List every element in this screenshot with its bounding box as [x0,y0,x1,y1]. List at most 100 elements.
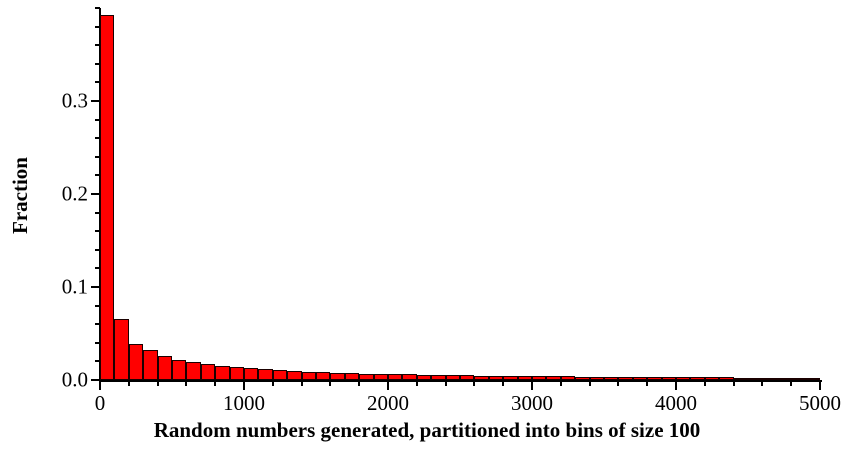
axis-tick [91,193,100,195]
axis-tick [95,62,100,65]
x-axis-line [100,380,822,382]
axis-tick [790,381,793,386]
histogram-bar [618,376,633,380]
axis-tick [473,381,476,386]
axis-tick [95,304,100,307]
axis-tick [588,381,591,386]
histogram-bar [719,377,734,380]
axis-tick [617,381,620,386]
axis-tick [502,381,505,386]
axis-tick [95,137,100,140]
axis-tick [95,7,100,9]
histogram-bar [445,375,460,380]
axis-tick [214,381,217,386]
histogram-bar [661,377,676,380]
axis-tick [95,230,100,233]
histogram-bar [215,366,230,380]
axis-tick [819,381,821,390]
histogram-bar [460,375,475,380]
histogram-bar [229,366,244,380]
axis-tick [761,381,764,386]
histogram-bar [128,343,144,380]
axis-tick [271,381,274,386]
axis-tick [95,174,100,177]
axis-tick [646,381,649,386]
histogram-bar [762,377,777,380]
histogram-bar [301,371,316,380]
histogram-bar [431,374,446,380]
axis-tick [95,118,100,121]
axis-tick [91,379,100,381]
axis-tick [95,155,100,158]
x-tick-label: 0 [94,391,106,415]
histogram-bar [776,377,792,380]
axis-tick [127,381,130,386]
histogram-bar [186,362,201,380]
axis-tick [95,248,100,251]
axis-tick [95,25,100,28]
axis-tick [415,381,418,386]
axis-tick [95,211,100,214]
axis-tick [95,44,100,47]
histogram-bar [632,376,648,380]
axis-tick [95,360,100,363]
histogram-bar [373,373,388,380]
axis-tick [329,381,332,386]
axis-tick [444,381,447,386]
axis-tick [300,381,303,386]
histogram-bar [604,376,619,380]
histogram-bar [546,376,561,380]
histogram-bar [676,377,691,380]
y-axis-tick-labels: 0.0 0.1 0.2 0.3 [0,0,88,462]
histogram-bar [172,359,187,380]
histogram-bar [791,377,806,380]
y-tick-label: 0.0 [61,367,88,392]
axis-tick [99,381,101,390]
histogram-bar [503,375,518,380]
axis-tick [95,323,100,326]
histogram-bar [560,376,576,380]
axis-tick [95,81,100,84]
histogram-bar [704,377,720,380]
axis-tick [243,381,245,390]
y-tick-label: 0.1 [61,274,88,299]
histogram-bar [244,368,259,380]
histogram-bar [402,374,417,380]
histogram-bar [575,376,590,380]
x-tick-label: 3000 [511,391,553,415]
histogram-bar [589,376,604,380]
axis-tick [732,381,735,386]
axis-tick [91,100,100,102]
y-tick-label: 0.2 [61,181,88,206]
histogram-bar [532,376,547,380]
plot-area [100,8,820,380]
x-axis-title: Random numbers generated, partitioned in… [153,418,701,442]
x-tick-label: 1000 [223,391,265,415]
axis-tick [675,381,677,390]
histogram-bar [114,318,129,380]
y-tick-label: 0.3 [61,88,88,113]
axis-tick [91,286,100,288]
histogram-bar [200,364,216,380]
x-tick-label: 4000 [655,391,697,415]
axis-tick [358,381,361,386]
histogram-bar [359,373,374,380]
axis-tick [95,267,100,270]
histogram-bar [474,375,489,380]
axis-tick [95,341,100,344]
histogram-bar [733,377,748,380]
histogram-bar [100,14,115,380]
axis-tick [703,381,706,386]
histogram-bar [488,375,504,380]
histogram-bar [416,374,432,380]
histogram-bar [258,369,273,380]
histogram-bar [272,370,288,380]
axis-tick [185,381,188,386]
histogram-bar [344,373,360,380]
histogram-bar [388,374,403,380]
histogram-bar [287,370,302,380]
x-tick-label: 2000 [367,391,409,415]
axis-tick [559,381,562,386]
histogram-bar [517,376,532,380]
